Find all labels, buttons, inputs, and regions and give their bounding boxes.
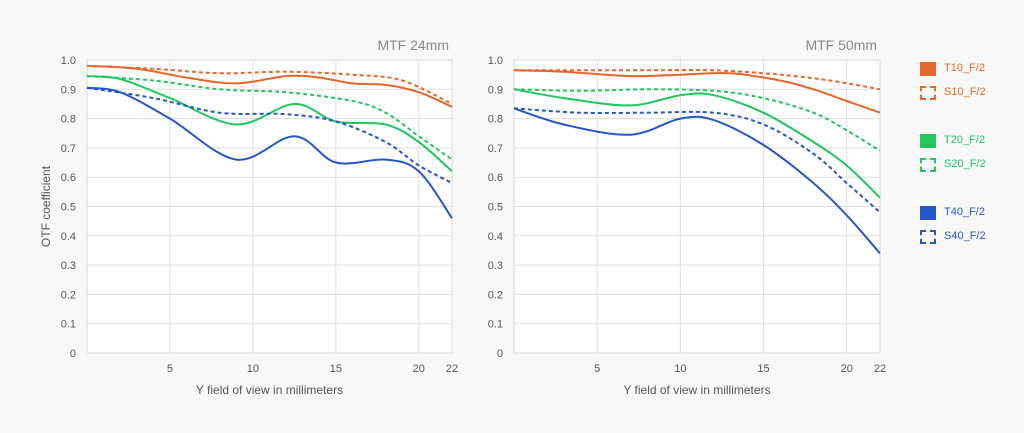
y-tick-label: 0.6 bbox=[488, 172, 503, 184]
legend-label: S40_F/2 bbox=[944, 230, 986, 242]
x-tick-label: 5 bbox=[167, 363, 173, 375]
legend-label: T20_F/2 bbox=[944, 134, 985, 146]
x-tick-label: 5 bbox=[594, 363, 600, 375]
legend-swatch bbox=[920, 62, 936, 76]
y-tick-label: 0.6 bbox=[61, 172, 76, 184]
y-tick-label: 0.9 bbox=[488, 84, 503, 96]
y-tick-label: 0.3 bbox=[61, 260, 76, 272]
legend-label: T10_F/2 bbox=[944, 62, 985, 74]
plot-frame bbox=[86, 59, 453, 354]
y-axis-label: OTF coefficient bbox=[39, 165, 53, 247]
y-tick-label: 0.5 bbox=[488, 202, 503, 214]
legend-swatch bbox=[920, 86, 936, 100]
legend-label: S20_F/2 bbox=[944, 158, 986, 170]
chart-title: MTF 24mm bbox=[377, 37, 449, 53]
y-tick-label: 0.8 bbox=[488, 114, 503, 126]
series-line-t40-f-2 bbox=[513, 107, 881, 255]
legend-spacer bbox=[920, 178, 1020, 202]
x-axis-label: Y field of view in millimeters bbox=[196, 383, 343, 397]
y-tick-label: 0.8 bbox=[61, 114, 76, 126]
legend-swatch bbox=[920, 158, 936, 172]
series-line-t10-f-2 bbox=[513, 69, 881, 114]
series-line-s10-f-2 bbox=[86, 64, 453, 105]
x-tick-label: 10 bbox=[247, 363, 259, 375]
x-tick-label: 10 bbox=[674, 363, 686, 375]
x-axis-label: Y field of view in millimeters bbox=[623, 383, 770, 397]
y-tick-label: 0.1 bbox=[61, 319, 76, 331]
chart-legend: T10_F/2 S10_F/2 T20_F/2 S20_F/2 T40_F/2 S40_F… bbox=[920, 58, 1020, 250]
chart-title: MTF 50mm bbox=[805, 37, 877, 53]
chart-panel-1: 0 0.1 0.2 0.3 0.4 0.5 0.6 0.7 0.8 0.9 1.0 5 10 15 20 22… bbox=[39, 37, 458, 397]
y-tick-label: 0 bbox=[70, 348, 76, 360]
y-tick-label: 0 bbox=[497, 348, 503, 360]
y-tick-label: 0.4 bbox=[61, 231, 76, 243]
y-tick-label: 0.4 bbox=[488, 231, 503, 243]
legend-swatch bbox=[920, 206, 936, 220]
chart-panel-2: 0 0.1 0.2 0.3 0.4 0.5 0.6 0.7 0.8 0.9 1.0 5 10 15 20 22… bbox=[488, 37, 886, 397]
x-tick-label: 20 bbox=[841, 363, 853, 375]
x-tick-label: 20 bbox=[413, 363, 425, 375]
legend-item: S40_F/2 bbox=[920, 226, 1020, 250]
legend-label: T40_F/2 bbox=[944, 206, 985, 218]
y-tick-label: 0.1 bbox=[488, 319, 503, 331]
legend-item: T10_F/2 bbox=[920, 58, 1020, 82]
y-tick-label: 0.7 bbox=[488, 143, 503, 155]
series-line-s40-f-2 bbox=[86, 86, 453, 184]
legend-label: S10_F/2 bbox=[944, 86, 986, 98]
x-tick-label: 15 bbox=[757, 363, 769, 375]
series-line-t10-f-2 bbox=[86, 64, 453, 108]
y-tick-label: 0.2 bbox=[61, 289, 76, 301]
x-tick-label: 15 bbox=[330, 363, 342, 375]
y-tick-label: 1.0 bbox=[61, 55, 76, 67]
y-tick-label: 0.9 bbox=[61, 84, 76, 96]
legend-swatch bbox=[920, 134, 936, 148]
y-tick-label: 1.0 bbox=[488, 55, 503, 67]
series-line-t40-f-2 bbox=[86, 86, 453, 219]
x-tick-label: 22 bbox=[874, 363, 886, 375]
y-tick-label: 0.5 bbox=[61, 202, 76, 214]
y-tick-label: 0.2 bbox=[488, 289, 503, 301]
y-tick-label: 0.7 bbox=[61, 143, 76, 155]
legend-swatch bbox=[920, 230, 936, 244]
legend-item: S20_F/2 bbox=[920, 154, 1020, 178]
legend-item: T20_F/2 bbox=[920, 130, 1020, 154]
y-tick-label: 0.3 bbox=[488, 260, 503, 272]
legend-spacer bbox=[920, 106, 1020, 130]
legend-item: S10_F/2 bbox=[920, 82, 1020, 106]
plot-frame bbox=[513, 59, 881, 354]
x-tick-label: 22 bbox=[446, 363, 458, 375]
series-line-t20-f-2 bbox=[86, 75, 453, 173]
legend-item: T40_F/2 bbox=[920, 202, 1020, 226]
series-line-t20-f-2 bbox=[513, 88, 881, 199]
series-line-s10-f-2 bbox=[514, 68, 881, 91]
